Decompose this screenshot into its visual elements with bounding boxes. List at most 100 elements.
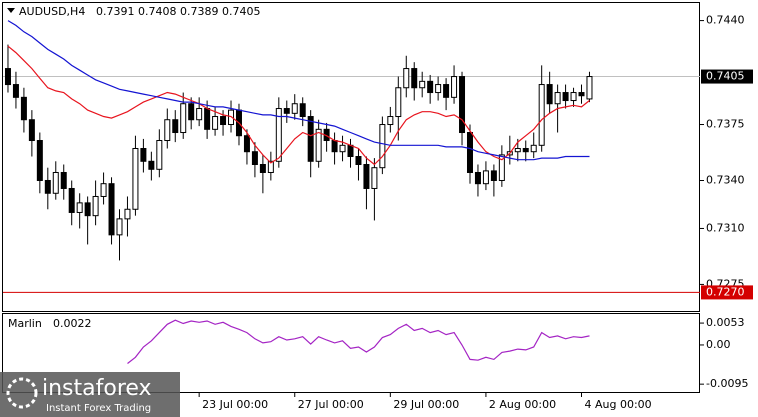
open-price: 0.7391 [96,5,135,18]
watermark-tagline: Instant Forex Trading [46,403,151,414]
candle-body [4,68,11,86]
candle-body [164,119,171,142]
candle-body [76,202,83,213]
candle-body [275,108,282,162]
y-tick-label: 0.7340 [706,173,745,186]
candle-body [148,160,155,170]
candle-body [459,76,466,134]
candle-body [92,195,99,217]
candle-body [514,148,521,153]
candle-body [403,68,410,89]
x-tick-label: 27 Jul 00:00 [298,398,364,411]
symbol-icon [7,8,15,13]
candle-body [291,103,298,114]
watermark-logo [6,377,38,409]
high-price: 0.7408 [138,5,177,18]
candle-body [299,103,306,118]
x-tick-label: 29 Jul 00:00 [393,398,459,411]
candle-body [220,116,227,126]
candle-body [554,92,561,105]
indicator-tick-label: 0.00 [706,338,731,351]
candle-body [522,148,529,153]
candle-body [267,160,274,173]
y-tick-label: 0.7310 [706,221,745,234]
candle-body [124,208,131,220]
candle-body [52,171,59,194]
candle-body [578,92,585,97]
candle-body [339,144,346,153]
candle-body [498,154,505,181]
candle-body [180,103,187,134]
y-tick-label: 0.7375 [706,118,745,131]
candle-body [307,116,314,162]
candle-body [12,84,19,98]
x-tick-label: 2 Aug 00:00 [489,398,556,411]
candle-body [108,183,115,236]
indicator-name: Marlin [8,317,42,330]
watermark: instaforex Instant Forex Trading [0,372,180,417]
level-label-box [701,285,753,300]
moving-average [7,45,590,166]
x-tick-label: 23 Jul 00:00 [202,398,268,411]
candle-body [331,140,338,153]
candle-body [490,170,497,181]
candle-body [283,108,290,114]
candle-body [466,132,473,173]
main-panel-frame [2,2,700,312]
candle-body [546,84,553,105]
candle-body [387,116,394,126]
candle-body [140,148,147,162]
candle-body [243,135,250,153]
price-label-box [701,69,753,84]
candle-body [28,119,35,142]
x-tick-label: 4 Aug 00:00 [585,398,652,411]
candle-body [411,68,418,89]
indicator-panel-frame [2,313,700,393]
candle-body [530,144,537,153]
close-price: 0.7405 [222,5,261,18]
watermark-box [0,372,180,417]
symbol: AUDUSD,H4 [19,5,85,18]
moving-average [7,20,590,161]
indicator-tick-label: -0.0095 [706,377,748,390]
price-label: 0.7405 [706,70,745,83]
candle-body [570,92,577,102]
candle-body [371,167,378,189]
level-label: 0.7270 [706,285,745,298]
candle-body [251,151,258,165]
candle-body [228,109,235,126]
candle-body [116,218,123,236]
candle-body [474,171,481,185]
indicator-value: 0.0022 [53,317,92,330]
candle-body [132,148,139,210]
candle-body [172,119,179,134]
candle-body [379,124,386,169]
candle-body [68,187,75,213]
candle-body [482,170,489,185]
low-price: 0.7389 [180,5,219,18]
candle-body [538,84,545,146]
watermark-brand: instaforex [42,376,152,401]
candle-body [20,96,27,121]
candle-body [355,156,362,165]
candle-body [363,163,370,189]
candle-body [60,171,67,189]
candle-body [196,108,203,121]
candle-body [395,87,402,118]
candle-body [84,202,91,217]
candle-body [156,140,163,170]
candle-body [427,80,434,94]
candle-body [419,80,426,89]
candle-body [36,140,43,181]
candle-body [212,116,219,130]
candle-body [562,92,569,102]
candle-body [188,103,195,121]
candle-body [347,144,354,158]
candle-body [443,84,450,98]
candle-body [315,128,322,162]
candle-body [204,108,211,130]
candle-body [259,163,266,173]
indicator-line [127,319,590,364]
